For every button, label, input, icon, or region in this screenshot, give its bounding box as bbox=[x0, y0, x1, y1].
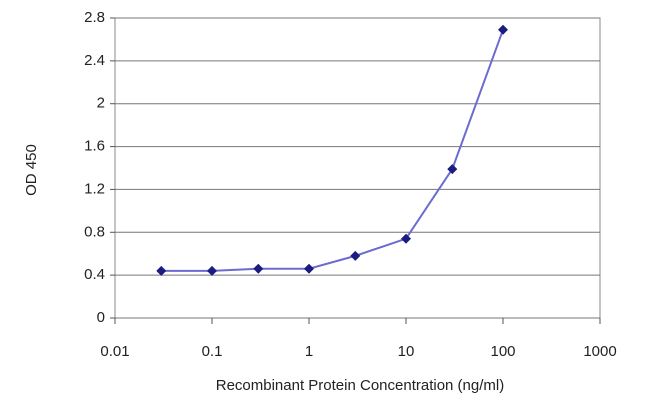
x-tick-label: 100 bbox=[490, 343, 515, 360]
data-point bbox=[304, 263, 314, 274]
y-tick-label: 1.6 bbox=[84, 138, 105, 155]
y-tick-label: 2.8 bbox=[84, 9, 105, 26]
data-point bbox=[401, 233, 411, 244]
y-tick-label: 2.4 bbox=[84, 52, 105, 69]
data-point bbox=[498, 24, 508, 35]
x-tick-label: 1000 bbox=[583, 343, 616, 360]
data-point bbox=[156, 265, 167, 276]
x-tick-label: 0.01 bbox=[100, 343, 129, 360]
data-point bbox=[207, 265, 217, 276]
y-tick-label: 0 bbox=[97, 309, 105, 326]
y-tick-label: 0.4 bbox=[84, 266, 105, 283]
x-tick-label: 1 bbox=[305, 343, 313, 360]
x-tick-label: 0.1 bbox=[202, 343, 223, 360]
data-line bbox=[161, 29, 504, 272]
y-axis-label: OD 450 bbox=[23, 144, 40, 196]
data-point bbox=[447, 164, 458, 175]
data-point bbox=[253, 263, 264, 274]
x-tick-label: 10 bbox=[398, 343, 415, 360]
data-point bbox=[350, 250, 361, 261]
y-tick-label: 1.2 bbox=[84, 180, 105, 197]
x-axis-label: Recombinant Protein Concentration (ng/ml… bbox=[216, 377, 504, 394]
y-tick-label: 2 bbox=[97, 95, 105, 112]
plot-area bbox=[114, 17, 601, 319]
y-tick-label: 0.8 bbox=[84, 223, 105, 240]
